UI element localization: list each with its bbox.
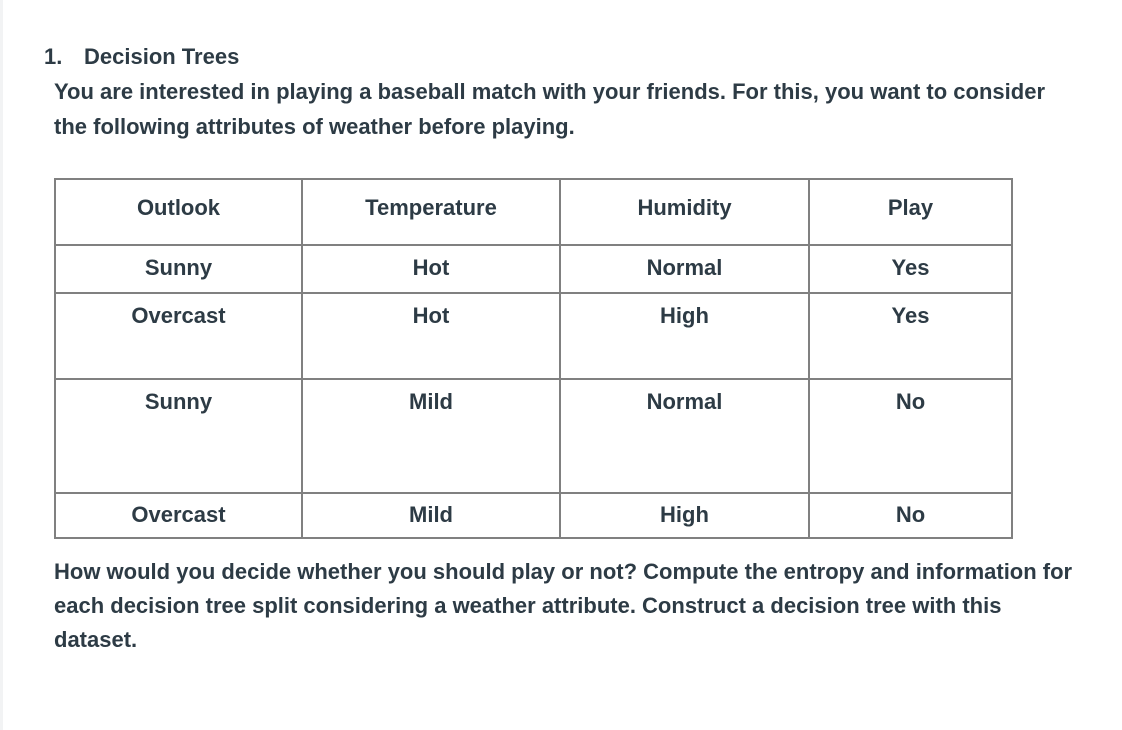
table-cell: Mild [301,378,561,494]
table-cell: Mild [301,492,561,539]
section-number: 1. [44,44,63,69]
table-cell: Normal [559,378,810,494]
header-cell: Outlook [54,178,303,246]
table-cell: High [559,292,810,380]
table-cell: Yes [808,292,1013,380]
table-row: Overcast Mild High No [54,492,1013,539]
table-row: Overcast Hot High Yes [54,292,1013,380]
header-cell: Humidity [559,178,810,246]
table-row: Sunny Hot Normal Yes [54,244,1013,294]
table-cell: No [808,492,1013,539]
table-cell: No [808,378,1013,494]
table-cell: Hot [301,244,561,294]
question-paragraph: How would you decide whether you should … [54,559,1073,652]
section-heading: 1. Decision Trees [44,43,239,71]
table-cell: Sunny [54,244,303,294]
table-row: Sunny Mild Normal No [54,378,1013,494]
table-header-row: Outlook Temperature Humidity Play [54,178,1013,246]
table-cell: High [559,492,810,539]
header-cell: Play [808,178,1013,246]
table-cell: Hot [301,292,561,380]
weather-table: Outlook Temperature Humidity Play Sunny … [54,178,1013,539]
intro-paragraph: You are interested in playing a baseball… [54,79,1045,139]
table-cell: Sunny [54,378,303,494]
table-cell: Normal [559,244,810,294]
table-cell: Overcast [54,292,303,380]
page-edge [0,0,3,730]
header-cell: Temperature [301,178,561,246]
table-cell: Yes [808,244,1013,294]
table-cell: Overcast [54,492,303,539]
section-title: Decision Trees [84,44,240,69]
